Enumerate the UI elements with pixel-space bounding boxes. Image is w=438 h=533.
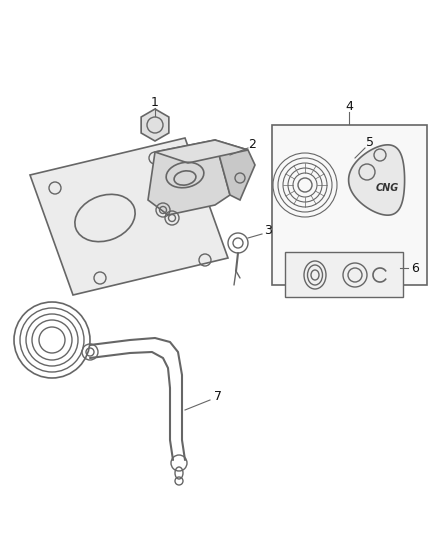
Polygon shape bbox=[148, 140, 230, 215]
Text: 5: 5 bbox=[366, 136, 374, 149]
Bar bbox=[272, 125, 427, 285]
Text: CNG: CNG bbox=[375, 183, 399, 193]
Text: 3: 3 bbox=[264, 223, 272, 237]
Text: 4: 4 bbox=[345, 100, 353, 112]
Text: 6: 6 bbox=[411, 262, 419, 274]
Polygon shape bbox=[30, 138, 228, 295]
Polygon shape bbox=[349, 145, 405, 215]
Polygon shape bbox=[141, 109, 169, 141]
Polygon shape bbox=[155, 140, 248, 163]
Text: 2: 2 bbox=[248, 138, 256, 150]
Polygon shape bbox=[215, 140, 255, 200]
Bar bbox=[285, 252, 403, 297]
Text: 1: 1 bbox=[151, 95, 159, 109]
Text: 7: 7 bbox=[214, 390, 222, 402]
